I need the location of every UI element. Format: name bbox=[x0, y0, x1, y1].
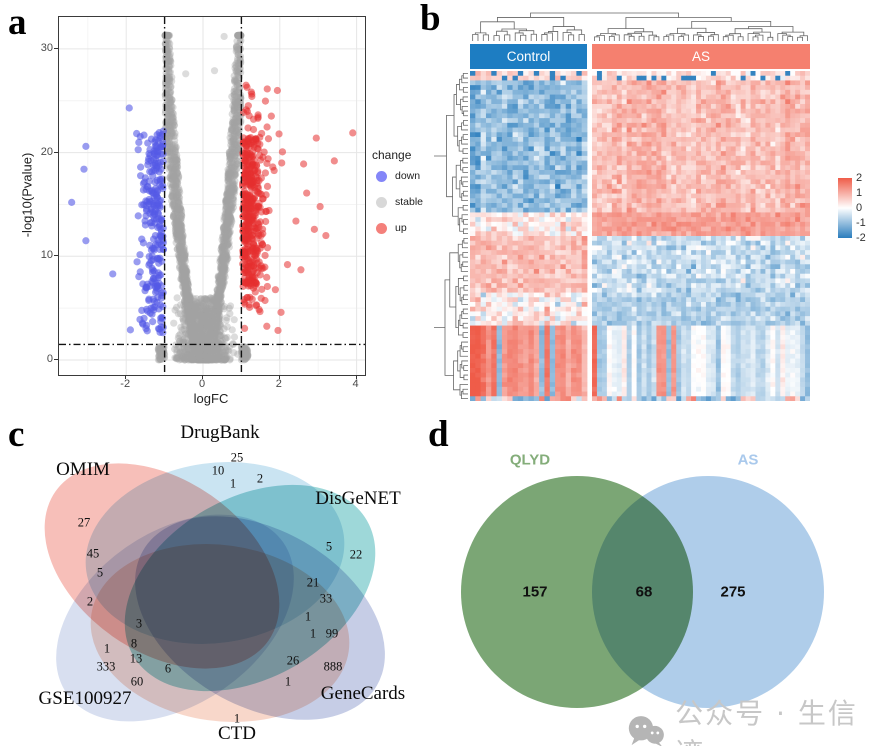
heatmap-canvas bbox=[470, 71, 810, 401]
venn6-region-count: 45 bbox=[86, 546, 100, 561]
venn2-circle-as bbox=[592, 476, 824, 708]
venn6-region-count: 2 bbox=[86, 594, 94, 609]
venn2-diagram: QLYD 157 AS 275 68 bbox=[420, 410, 874, 746]
venn6-region-count: 1 bbox=[233, 711, 241, 726]
panel-b-letter: b bbox=[420, 0, 441, 39]
group-label-as: AS bbox=[691, 49, 710, 64]
colorbar-tick-label: 0 bbox=[856, 202, 863, 214]
legend-item: stable bbox=[376, 196, 432, 208]
x-tick-mark bbox=[202, 375, 203, 379]
venn2-count-qlyd: 157 bbox=[522, 583, 548, 601]
x-tick-label: -2 bbox=[120, 378, 131, 390]
y-tick-mark bbox=[54, 255, 58, 257]
venn6-region-count: 8 bbox=[130, 636, 138, 651]
venn6-set-label-drugbank: DrugBank bbox=[180, 422, 260, 443]
venn6-set-label-disgenet: DisGeNET bbox=[315, 488, 401, 509]
wechat-icon bbox=[628, 716, 664, 746]
watermark-text: 公众号 · 生信湾 bbox=[675, 697, 858, 746]
venn2-circles bbox=[461, 476, 824, 708]
venn6-region-count: 1 bbox=[229, 476, 237, 491]
venn2-set-label-as: AS bbox=[737, 451, 759, 469]
legend-item-label: stable bbox=[395, 196, 424, 208]
group-strip-control: Control bbox=[470, 44, 587, 69]
venn6-region-count: 13 bbox=[129, 651, 143, 666]
venn6-region-count: 10 bbox=[211, 463, 225, 478]
venn6-region-count: 333 bbox=[96, 659, 116, 674]
volcano-plot-area bbox=[58, 16, 366, 376]
y-tick-mark bbox=[54, 359, 58, 360]
venn6-region-count: 5 bbox=[325, 539, 333, 554]
y-tick-label: 20 bbox=[40, 145, 53, 158]
venn2-count-as: 275 bbox=[720, 583, 746, 601]
venn6-region-count: 888 bbox=[323, 659, 343, 674]
venn6-region-count: 3 bbox=[135, 616, 143, 631]
venn6-region-count: 33 bbox=[319, 591, 333, 606]
legend-item-label: down bbox=[395, 170, 421, 182]
y-tick-label: 0 bbox=[46, 353, 53, 365]
row-dendrogram-canvas bbox=[434, 71, 468, 401]
x-tick-label: 0 bbox=[198, 378, 206, 390]
x-tick-mark bbox=[125, 375, 127, 379]
venn6-region-count: 99 bbox=[325, 626, 339, 641]
y-tick-mark bbox=[54, 47, 58, 49]
volcano-legend-items: down stable up bbox=[372, 170, 432, 234]
colorbar-tick-label: -1 bbox=[856, 217, 866, 229]
volcano-legend: change down stable up bbox=[372, 148, 432, 248]
heatmap-colorbar bbox=[838, 178, 852, 238]
volcano-x-axis-label: logFC bbox=[193, 391, 229, 406]
stable-swatch bbox=[376, 196, 387, 208]
venn6-set-label-gse100927: GSE100927 bbox=[38, 688, 132, 709]
y-tick-label: 10 bbox=[40, 249, 53, 262]
y-tick-label: 30 bbox=[40, 41, 53, 54]
venn6-region-count: 21 bbox=[306, 575, 320, 590]
colorbar-tick-label: 2 bbox=[856, 172, 863, 184]
volcano-y-axis-label: -log10(Pvalue) bbox=[19, 152, 35, 238]
group-label-control: Control bbox=[506, 49, 551, 64]
x-tick-label: 4 bbox=[352, 378, 359, 390]
venn6-set-label-ctd: CTD bbox=[218, 723, 256, 744]
venn6-region-count: 26 bbox=[286, 653, 300, 668]
venn6-set-ctd bbox=[90, 543, 350, 723]
venn6-region-count: 60 bbox=[130, 674, 144, 689]
venn6-region-count: 22 bbox=[349, 547, 363, 562]
venn2-set-label-qlyd: QLYD bbox=[509, 451, 551, 469]
venn6-region-count: 1 bbox=[304, 609, 312, 624]
colorbar-tick-label: -2 bbox=[856, 232, 866, 244]
legend-item: down bbox=[376, 170, 432, 182]
x-tick-label: 2 bbox=[275, 378, 282, 390]
venn6-region-count: 6 bbox=[164, 661, 172, 676]
column-dendrogram-canvas bbox=[470, 10, 808, 42]
panel-a-letter: a bbox=[8, 2, 27, 43]
venn6-region-count: 25 bbox=[230, 450, 244, 465]
venn6-region-count: 5 bbox=[96, 565, 104, 580]
legend-item-label: up bbox=[395, 222, 407, 234]
down-swatch bbox=[376, 170, 387, 182]
colorbar-tick-label: 1 bbox=[856, 187, 863, 199]
venn6-set-label-genecards: GeneCards bbox=[320, 683, 406, 704]
panel-c-letter: c bbox=[8, 414, 25, 455]
venn6-region-count: 27 bbox=[77, 515, 91, 530]
y-tick-mark bbox=[54, 151, 58, 153]
group-strip-as: AS bbox=[592, 44, 810, 69]
venn6-region-count: 1 bbox=[103, 641, 111, 656]
up-swatch bbox=[376, 222, 387, 234]
venn6-region-count: 1 bbox=[309, 626, 317, 641]
venn6-region-count: 1 bbox=[284, 674, 292, 689]
venn6-set-label-omim: OMIM bbox=[56, 459, 110, 480]
volcano-canvas bbox=[59, 17, 365, 375]
x-tick-mark bbox=[278, 375, 280, 379]
watermark: 公众号 · 生信湾 bbox=[626, 692, 874, 746]
venn6-diagram: DrugBank OMIM DisGeNET GSE100927 GeneCards CT… bbox=[10, 418, 410, 746]
venn2-intersection-count: 68 bbox=[635, 583, 653, 601]
legend-item: up bbox=[376, 222, 432, 234]
volcano-legend-title: change bbox=[372, 148, 412, 162]
venn6-ellipses bbox=[44, 462, 385, 723]
x-tick-mark bbox=[355, 375, 357, 379]
venn6-region-count: 2 bbox=[256, 471, 264, 486]
panel-d-letter: d bbox=[428, 414, 449, 455]
